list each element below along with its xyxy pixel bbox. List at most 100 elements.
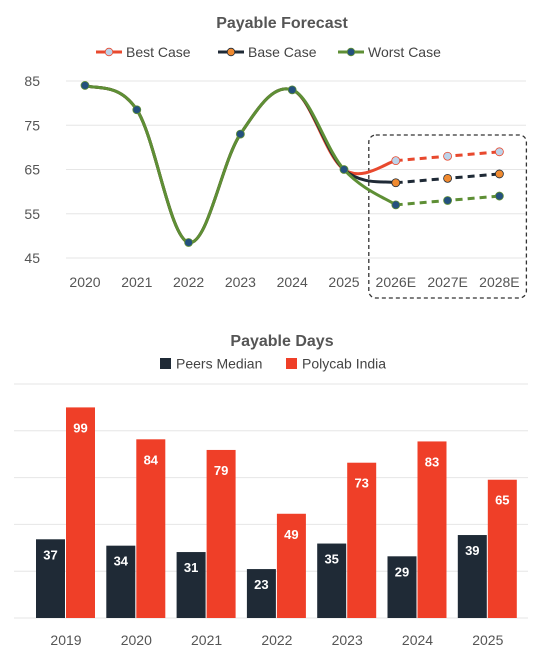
data-point (391, 156, 401, 166)
data-point (184, 238, 194, 247)
data-point (443, 196, 453, 205)
bar-value-label: 84 (144, 452, 159, 467)
x-tick-label: 2024 (277, 274, 308, 290)
x-tick-label: 2027E (427, 274, 467, 290)
bar-group-2022: 23 49 (246, 513, 306, 618)
x-tick-label: 2024 (402, 632, 433, 648)
data-point (391, 178, 401, 188)
bar-group-2024: 29 83 (387, 441, 447, 618)
x-tick-label: 2026E (376, 274, 416, 290)
legend-item-peers-median: Peers Median (160, 356, 262, 372)
data-point (80, 81, 90, 90)
bar-value-label: 23 (254, 577, 268, 592)
y-tick-label: 45 (24, 250, 40, 266)
data-point (132, 105, 142, 115)
legend-item-worst-case: Worst Case (338, 44, 441, 60)
payable-days-chart: Payable Days Peers Median Polycab India 3… (14, 333, 528, 648)
line-chart-x-axis: 2020 2021 2022 2023 2024 2025 2026E 2027E 2028E (69, 274, 519, 290)
bar-group-2025: 39 65 (457, 479, 517, 618)
x-tick-label: 2021 (121, 274, 152, 290)
series-worst-case (80, 81, 504, 247)
legend-marker (346, 47, 356, 57)
line-chart-series (80, 81, 504, 247)
x-tick-label: 2023 (225, 274, 256, 290)
bar-value-label: 79 (214, 463, 228, 478)
series-best-case (83, 83, 504, 245)
bar-group-2021: 31 79 (176, 449, 236, 618)
x-tick-label: 2028E (479, 274, 519, 290)
legend-label: Base Case (248, 44, 317, 60)
bar-peers-median (387, 556, 417, 618)
series-base-case (83, 83, 504, 245)
legend-label: Best Case (126, 44, 191, 60)
bar-polycab-india (66, 407, 95, 618)
data-point (494, 191, 504, 201)
x-tick-label: 2020 (69, 274, 100, 290)
bar-value-label: 37 (43, 547, 57, 562)
x-tick-label: 2025 (328, 274, 359, 290)
bar-value-label: 31 (184, 560, 198, 575)
data-point (443, 151, 453, 161)
line-chart-title: Payable Forecast (216, 15, 348, 32)
data-point (287, 85, 297, 95)
bar-polycab-india (347, 462, 377, 618)
x-tick-label: 2022 (261, 632, 292, 648)
x-tick-label: 2025 (472, 632, 503, 648)
bar-value-label: 49 (284, 527, 298, 542)
data-point (339, 165, 349, 174)
bar-chart-bars: 37 99 34 84 31 79 23 49 35 73 29 83 39 65 (36, 407, 517, 618)
bar-value-label: 65 (495, 493, 509, 508)
bar-polycab-india (206, 449, 236, 618)
x-tick-label: 2020 (121, 632, 152, 648)
bar-peers-median (317, 543, 347, 618)
bar-chart-title: Payable Days (230, 333, 333, 350)
legend-marker (226, 47, 236, 57)
data-point (494, 147, 504, 157)
x-tick-label: 2021 (191, 632, 222, 648)
y-tick-label: 65 (24, 162, 40, 178)
x-tick-label: 2022 (173, 274, 204, 290)
legend-item-polycab-india: Polycab India (286, 356, 386, 372)
legend-marker (104, 47, 114, 57)
bar-chart-legend: Peers Median Polycab India (160, 356, 386, 372)
line-chart-y-axis: 45 55 65 75 85 (24, 73, 40, 266)
x-tick-label: 2023 (332, 632, 363, 648)
bar-polycab-india (276, 513, 306, 618)
bar-peers-median (36, 539, 65, 618)
bar-polycab-india (417, 441, 447, 618)
data-point (494, 169, 504, 179)
series-line-actual (83, 83, 398, 245)
legend-label: Worst Case (368, 44, 441, 60)
legend-item-base-case: Base Case (218, 44, 317, 60)
legend-label: Polycab India (302, 356, 386, 372)
y-tick-label: 85 (24, 73, 40, 89)
legend-item-best-case: Best Case (96, 44, 191, 60)
bar-peers-median (246, 569, 276, 618)
bar-group-2023: 35 73 (317, 462, 377, 618)
series-line-actual (83, 83, 398, 245)
forecast-highlight-box (368, 134, 528, 299)
bar-polycab-india (487, 479, 517, 618)
x-tick-label: 2019 (50, 632, 81, 648)
bar-group-2020: 34 84 (106, 439, 166, 618)
bar-group-2019: 37 99 (36, 407, 95, 618)
bar-chart-x-axis: 2019 2020 2021 2022 2023 2024 2025 (50, 632, 503, 648)
y-tick-label: 75 (24, 117, 40, 133)
legend-label: Peers Median (176, 356, 262, 372)
line-chart-legend: Best Case Base Case Worst Case (96, 44, 441, 60)
payable-forecast-chart: Payable Forecast Best Case Base Case Worst… (24, 15, 528, 299)
bar-value-label: 73 (354, 476, 368, 491)
bar-value-label: 99 (73, 420, 87, 435)
bar-value-label: 83 (425, 454, 439, 469)
bar-value-label: 34 (114, 554, 129, 569)
y-tick-label: 55 (24, 206, 40, 222)
data-point (443, 173, 453, 183)
line-chart-gridlines (66, 80, 526, 259)
bar-value-label: 35 (324, 552, 338, 567)
legend-swatch (160, 358, 171, 369)
bar-value-label: 39 (465, 543, 479, 558)
bar-peers-median (106, 545, 136, 618)
data-point (235, 129, 245, 139)
bar-value-label: 29 (395, 564, 409, 579)
legend-swatch (286, 358, 297, 369)
